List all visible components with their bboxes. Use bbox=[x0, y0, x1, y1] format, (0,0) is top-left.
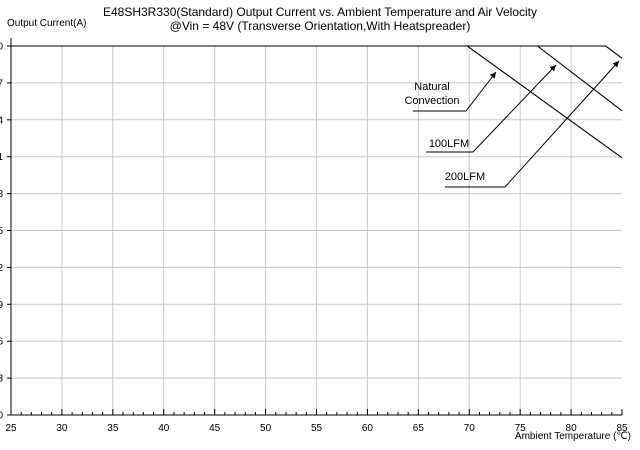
x-tick-label: 70 bbox=[464, 423, 476, 434]
x-tick-label: 40 bbox=[158, 423, 170, 434]
x-tick-label: 80 bbox=[566, 423, 578, 434]
annotation-label: 200LFM bbox=[445, 171, 485, 183]
y-tick-label: 0 bbox=[0, 42, 3, 53]
y-tick-label: 6 bbox=[0, 337, 3, 348]
x-tick-label: 25 bbox=[5, 423, 17, 434]
y-tick-label: 8 bbox=[0, 189, 3, 200]
axes bbox=[7, 38, 623, 416]
y-axis-label: Output Current(A) bbox=[7, 18, 87, 29]
annotation-label: Convection bbox=[404, 95, 459, 107]
annotation-label: 100LFM bbox=[429, 138, 469, 150]
x-axis-label: Ambient Temperature (℃) bbox=[514, 431, 631, 442]
annotation-label: Natural bbox=[414, 81, 449, 93]
y-tick-label: 7 bbox=[0, 78, 3, 89]
chart-title: E48SH3R330(Standard) Output Current vs. … bbox=[102, 5, 537, 19]
leader-line bbox=[445, 60, 620, 188]
chart-subtitle: @Vin = 48V (Transverse Orientation,With … bbox=[169, 19, 471, 33]
y-tick-label: 0 bbox=[0, 411, 3, 422]
x-tick-label: 45 bbox=[209, 423, 221, 434]
leader-line bbox=[413, 71, 497, 112]
y-tick-label: 1 bbox=[0, 152, 3, 163]
leader-line bbox=[426, 64, 557, 153]
grid bbox=[11, 46, 622, 415]
series-line bbox=[11, 45, 623, 59]
x-tick-label: 85 bbox=[616, 423, 628, 434]
annotations: Natural Convection 100LFM 200LFM bbox=[404, 60, 620, 188]
y-tick-label: 2 bbox=[0, 263, 3, 274]
y-tick-label: 9 bbox=[0, 300, 3, 311]
arrow-head bbox=[549, 65, 556, 72]
x-tick-label: 50 bbox=[260, 423, 272, 434]
x-tick-label: 65 bbox=[413, 423, 425, 434]
y-tick-label: 5 bbox=[0, 226, 3, 237]
x-tick-label: 30 bbox=[56, 423, 68, 434]
x-tick-label: 55 bbox=[311, 423, 323, 434]
y-tick-label: 4 bbox=[0, 115, 3, 126]
y-tick-label: 3 bbox=[0, 374, 3, 385]
x-tick-label: 75 bbox=[515, 423, 527, 434]
x-tick-label: 35 bbox=[107, 423, 119, 434]
arrow-head bbox=[489, 72, 496, 79]
arrow-head bbox=[612, 61, 619, 68]
x-tick-label: 60 bbox=[362, 423, 374, 434]
